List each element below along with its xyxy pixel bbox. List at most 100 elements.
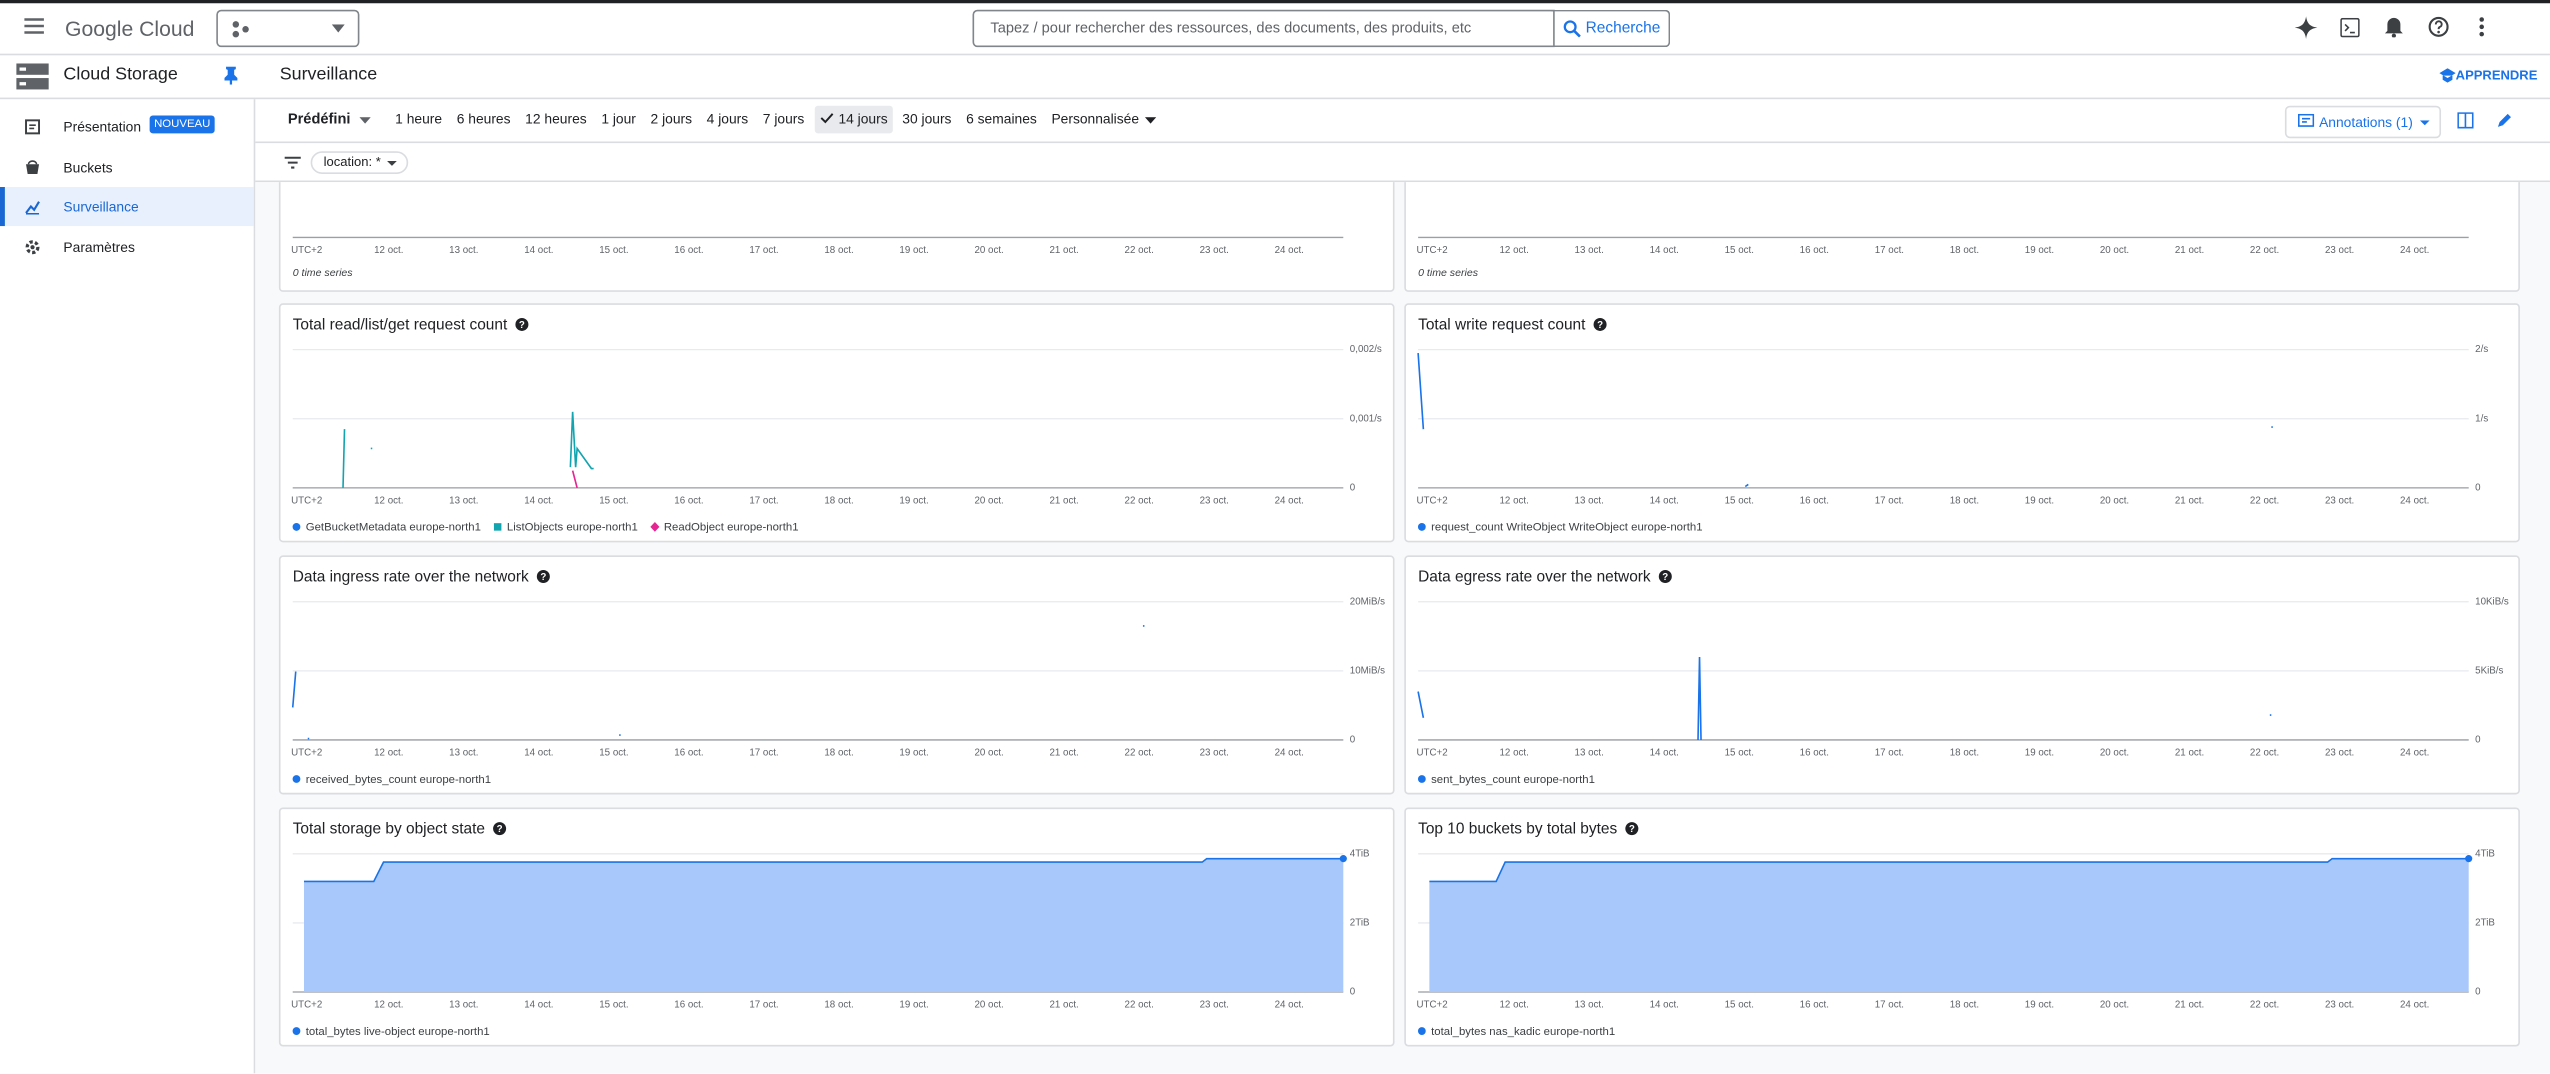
gemini-button[interactable] bbox=[2294, 16, 2318, 40]
notifications-button[interactable] bbox=[2384, 16, 2404, 38]
edit-button[interactable] bbox=[2496, 112, 2512, 128]
range-option[interactable]: 6 semaines bbox=[961, 106, 1041, 134]
range-option[interactable]: 30 jours bbox=[897, 106, 956, 134]
x-tick-label: 15 oct. bbox=[599, 495, 628, 506]
range-option[interactable]: 1 jour bbox=[596, 106, 640, 134]
x-tick-label: 20 oct. bbox=[2100, 748, 2129, 759]
x-tick-label: 23 oct. bbox=[1200, 748, 1229, 759]
x-tick-label: 19 oct. bbox=[2025, 1000, 2054, 1011]
help-glyph: ? bbox=[519, 320, 525, 331]
x-tick-label: 12 oct. bbox=[374, 1000, 403, 1011]
x-tick-label: 17 oct. bbox=[1875, 495, 1904, 506]
x-tick-label: 18 oct. bbox=[1950, 1000, 1979, 1011]
learn-button[interactable]: APPRENDRE bbox=[2455, 68, 2538, 83]
range-label: 30 jours bbox=[902, 110, 952, 127]
search-input[interactable]: Tapez / pour rechercher des ressources, … bbox=[972, 9, 1555, 48]
x-tick-label: 22 oct. bbox=[1125, 748, 1154, 759]
chart-title: Top 10 buckets by total bytes bbox=[1418, 820, 1617, 837]
sidebar: Présentation NOUVEAU Buckets Surveillance Pa… bbox=[0, 99, 256, 1074]
nav-item[interactable]: Surveillance bbox=[0, 187, 254, 227]
range-label: 6 semaines bbox=[966, 110, 1037, 127]
y-tick-label: 4TiB bbox=[2475, 848, 2495, 859]
y-tick-label: 0 bbox=[1350, 482, 1356, 493]
x-tick-label: 22 oct. bbox=[2250, 495, 2279, 506]
custom-range[interactable]: Personnalisée bbox=[1047, 106, 1162, 134]
chart-panel bbox=[278, 303, 1395, 543]
x-tick-label: 21 oct. bbox=[1050, 495, 1079, 506]
product-logo[interactable]: Google Cloud bbox=[65, 16, 195, 41]
filter-chip[interactable]: location: * bbox=[310, 151, 409, 175]
x-tick-label: 13 oct. bbox=[449, 495, 478, 506]
range-option[interactable]: 2 jours bbox=[646, 106, 697, 134]
y-tick-label: 10KiB/s bbox=[2475, 596, 2509, 607]
filter-label: location: * bbox=[323, 154, 381, 170]
shell-button[interactable] bbox=[2340, 17, 2360, 38]
range-option[interactable]: 4 jours bbox=[702, 106, 753, 134]
range-option[interactable]: 14 jours bbox=[814, 105, 893, 134]
help-button[interactable] bbox=[2428, 16, 2449, 37]
title-row: Cloud Storage Surveillance APPRENDRE bbox=[0, 55, 2550, 100]
x-tick-label: 13 oct. bbox=[1575, 748, 1604, 759]
help-glyph: ? bbox=[1629, 824, 1635, 835]
x-tick-label: 22 oct. bbox=[2250, 245, 2279, 256]
x-tick-label: 24 oct. bbox=[1275, 748, 1304, 759]
x-tick-label: 23 oct. bbox=[2325, 1000, 2354, 1011]
series-line bbox=[1417, 657, 2272, 740]
x-tick-label: 22 oct. bbox=[2250, 1000, 2279, 1011]
y-tick-label: 0,002/s bbox=[1350, 344, 1382, 355]
x-tick-label: 14 oct. bbox=[1650, 748, 1679, 759]
x-tick-label: 24 oct. bbox=[1275, 245, 1304, 256]
range-option[interactable]: 6 heures bbox=[452, 106, 516, 134]
legend-marker bbox=[1417, 1027, 1426, 1035]
range-option[interactable]: 7 jours bbox=[758, 106, 809, 134]
legend-marker bbox=[493, 523, 502, 531]
x-tick-label: 14 oct. bbox=[1650, 245, 1679, 256]
preset-dropdown[interactable]: Prédéfini bbox=[288, 111, 371, 127]
range-option[interactable]: 1 heure bbox=[390, 106, 447, 134]
help-icon bbox=[536, 570, 550, 584]
x-tick-label: 14 oct. bbox=[1650, 495, 1679, 506]
annotations-button[interactable]: Annotations (1) bbox=[2284, 105, 2442, 139]
filter-icon[interactable] bbox=[284, 156, 301, 169]
series-line bbox=[1417, 353, 2273, 488]
x-tick-label: 23 oct. bbox=[1200, 245, 1229, 256]
range-label: 14 jours bbox=[838, 110, 888, 127]
x-tick-label: 21 oct. bbox=[2175, 245, 2204, 256]
help-icon bbox=[515, 317, 529, 331]
help-icon bbox=[493, 822, 507, 836]
x-tick-label: 24 oct. bbox=[1275, 1000, 1304, 1011]
chart-panel bbox=[1404, 555, 2520, 795]
storage-icon bbox=[16, 63, 49, 90]
menu-button[interactable] bbox=[23, 16, 46, 36]
x-tick-label: 19 oct. bbox=[899, 1000, 928, 1011]
nav-item[interactable]: Présentation NOUVEAU bbox=[0, 107, 254, 146]
panel-toggle[interactable] bbox=[2457, 112, 2474, 129]
x-origin-label: UTC+2 bbox=[1416, 748, 1447, 759]
pin-button[interactable] bbox=[224, 66, 238, 85]
more-button[interactable] bbox=[2477, 16, 2487, 37]
x-tick-label: 13 oct. bbox=[449, 748, 478, 759]
x-tick-label: 20 oct. bbox=[2100, 1000, 2129, 1011]
project-selector[interactable] bbox=[216, 9, 360, 48]
range-label: 6 heures bbox=[456, 110, 511, 127]
check bbox=[819, 113, 833, 124]
chart-panel bbox=[1404, 303, 2520, 543]
x-tick-label: 20 oct. bbox=[974, 748, 1003, 759]
x-tick-label: 18 oct. bbox=[824, 245, 853, 256]
nav-icon bbox=[25, 201, 40, 215]
x-tick-label: 14 oct. bbox=[524, 1000, 553, 1011]
x-tick-label: 23 oct. bbox=[1200, 1000, 1229, 1011]
search-button[interactable]: Recherche bbox=[1551, 9, 1671, 48]
x-tick-label: 15 oct. bbox=[599, 748, 628, 759]
x-tick-label: 22 oct. bbox=[1125, 1000, 1154, 1011]
nav-item[interactable]: Buckets bbox=[0, 147, 254, 186]
x-tick-label: 21 oct. bbox=[2175, 1000, 2204, 1011]
legend-marker bbox=[1417, 523, 1426, 531]
range-label: 2 jours bbox=[650, 110, 693, 127]
x-tick-label: 20 oct. bbox=[2100, 495, 2129, 506]
x-tick-label: 17 oct. bbox=[1875, 748, 1904, 759]
range-option[interactable]: 12 heures bbox=[520, 106, 591, 134]
nav-item[interactable]: Paramètres bbox=[0, 227, 254, 266]
y-tick-label: 5KiB/s bbox=[2475, 665, 2503, 676]
x-tick-label: 23 oct. bbox=[2325, 245, 2354, 256]
